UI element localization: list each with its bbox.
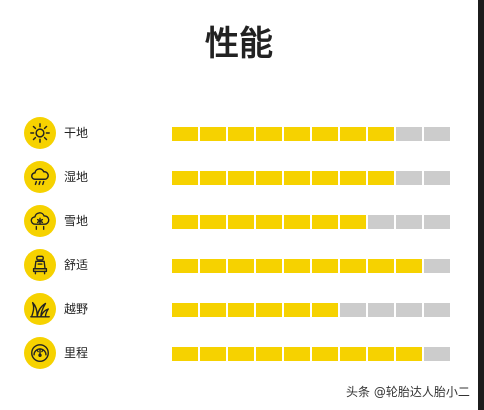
bar-segment-filled	[228, 303, 254, 317]
bar-segment-empty	[396, 215, 422, 229]
bar-segment-filled	[312, 127, 338, 141]
bar-segment-empty	[424, 127, 450, 141]
bar-segment-empty	[424, 303, 450, 317]
bar-segment-filled	[368, 347, 394, 361]
row-label: 干地	[64, 126, 89, 140]
bar-segment-filled	[340, 171, 366, 185]
bar-segment-filled	[256, 171, 282, 185]
window-right-border	[478, 0, 484, 410]
row-label: 越野	[64, 302, 89, 316]
bar-segment-filled	[312, 303, 338, 317]
row-label: 舒适	[64, 258, 89, 272]
bar-segment-filled	[256, 215, 282, 229]
snow-cloud-icon	[24, 205, 56, 237]
bar-segment-filled	[228, 347, 254, 361]
bar-segment-filled	[284, 127, 310, 141]
bar-segment-filled	[312, 171, 338, 185]
bar-segment-filled	[200, 303, 226, 317]
bar-segment-filled	[172, 171, 198, 185]
performance-bar	[172, 259, 452, 273]
page-title: 性能	[205, 24, 273, 64]
bar-segment-filled	[256, 303, 282, 317]
bar-segment-filled	[200, 127, 226, 141]
bar-segment-empty	[424, 259, 450, 273]
bar-segment-empty	[368, 215, 394, 229]
performance-row-mileage: 里程	[0, 332, 478, 376]
bar-segment-filled	[228, 127, 254, 141]
bar-segment-filled	[340, 347, 366, 361]
bar-segment-filled	[200, 171, 226, 185]
bar-segment-empty	[368, 303, 394, 317]
bar-segment-empty	[396, 171, 422, 185]
bar-segment-filled	[200, 259, 226, 273]
rain-cloud-icon	[24, 161, 56, 193]
car-seat-icon	[24, 249, 56, 281]
bar-segment-empty	[396, 303, 422, 317]
bar-segment-empty	[424, 215, 450, 229]
sun-icon	[24, 117, 56, 149]
performance-bar	[172, 215, 452, 229]
row-label: 湿地	[64, 170, 89, 184]
performance-bar	[172, 171, 452, 185]
bar-segment-filled	[200, 215, 226, 229]
performance-row-comfort: 舒适	[0, 244, 478, 288]
bar-segment-filled	[228, 171, 254, 185]
bar-segment-filled	[284, 259, 310, 273]
bar-segment-filled	[312, 215, 338, 229]
bar-segment-filled	[368, 171, 394, 185]
performance-bar	[172, 303, 452, 317]
bar-segment-filled	[256, 259, 282, 273]
performance-row-dry: 干地	[0, 112, 478, 156]
bar-segment-empty	[424, 347, 450, 361]
bar-segment-filled	[312, 347, 338, 361]
row-label: 雪地	[64, 214, 89, 228]
bar-segment-filled	[172, 347, 198, 361]
bar-segment-filled	[284, 171, 310, 185]
bar-segment-filled	[312, 259, 338, 273]
bar-segment-filled	[368, 127, 394, 141]
grass-icon	[24, 293, 56, 325]
bar-segment-empty	[340, 303, 366, 317]
bar-segment-filled	[396, 347, 422, 361]
bar-segment-filled	[396, 259, 422, 273]
bar-segment-filled	[172, 259, 198, 273]
bar-segment-filled	[284, 303, 310, 317]
bar-segment-filled	[368, 259, 394, 273]
bar-segment-filled	[340, 127, 366, 141]
bar-segment-filled	[228, 215, 254, 229]
bar-segment-filled	[284, 215, 310, 229]
performance-row-wet: 湿地	[0, 156, 478, 200]
watermark-text: 头条 @轮胎达人胎小二	[346, 385, 470, 399]
bar-segment-filled	[256, 347, 282, 361]
bar-segment-empty	[396, 127, 422, 141]
bar-segment-filled	[284, 347, 310, 361]
odometer-icon	[24, 337, 56, 369]
bar-segment-filled	[200, 347, 226, 361]
bar-segment-filled	[172, 215, 198, 229]
bar-segment-filled	[172, 127, 198, 141]
performance-bar	[172, 347, 452, 361]
bar-segment-filled	[256, 127, 282, 141]
row-label: 里程	[64, 346, 89, 360]
bar-segment-empty	[424, 171, 450, 185]
performance-bar	[172, 127, 452, 141]
bar-segment-filled	[340, 215, 366, 229]
bar-segment-filled	[228, 259, 254, 273]
bar-segment-filled	[172, 303, 198, 317]
performance-row-offroad: 越野	[0, 288, 478, 332]
bar-segment-filled	[340, 259, 366, 273]
performance-row-snow: 雪地	[0, 200, 478, 244]
